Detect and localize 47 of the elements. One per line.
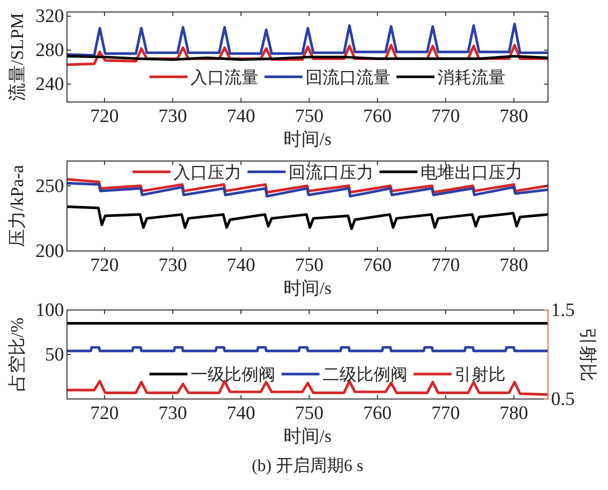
legend-label: 一级比例阀 [190,365,276,384]
x-tick-label: 770 [431,403,460,424]
x-tick-label: 750 [294,403,324,424]
x-tick-label: 730 [158,106,187,127]
y-axis-title: 流量/SLPM [7,12,27,102]
x-tick-label: 770 [431,255,460,276]
legend-label: 回流口流量 [306,68,390,87]
y-tick-label: 250 [36,176,64,197]
x-tick-label: 720 [90,106,119,127]
series-label: 入口压力 [174,162,242,182]
legend-label: 电堆出口压力 [420,162,522,182]
y-axis-title: 压力/kPa-a [7,164,27,247]
x-tick-label: 740 [226,403,256,424]
y-tick-label: 320 [36,6,64,28]
y-tick-label: 240 [36,74,64,96]
y-axis-title: 占空比/% [7,318,27,392]
x-tick-label: 730 [158,403,187,424]
y2-axis-title: 引射比 [578,328,598,382]
x-tick-label: 780 [500,106,528,127]
x-tick-label: 780 [500,255,528,276]
x-axis-title: 时间/s [283,129,332,149]
x-tick-label: 730 [158,255,187,276]
x-tick-label: 760 [363,255,392,276]
legend-label: 回流口压力 [288,162,374,182]
x-tick-label: 740 [226,255,256,276]
y2-tick-label: 1.5 [551,300,575,321]
x-tick-label: 750 [294,255,324,276]
x-axis-title: 时间/s [283,426,332,446]
x-tick-label: 720 [90,255,119,276]
x-tick-label: 750 [294,106,324,127]
text: (b) 开启周期6 s [252,456,364,475]
x-tick-label: 720 [90,403,119,424]
x-tick-label: 740 [226,106,256,127]
x-tick-label: 770 [431,106,460,127]
y-tick-label: 200 [36,241,64,262]
x-tick-label: 760 [363,403,392,424]
y2-tick-label: 0.5 [551,389,575,410]
legend-label: 二级比例阀 [322,365,408,384]
x-tick-label: 780 [500,403,528,424]
legend-label: 引射比 [454,365,506,384]
y-tick-label: 100 [36,300,64,321]
y-tick-label: 280 [36,40,64,62]
legend-label: 入口流量 [190,68,258,87]
y-tick-label: 50 [45,344,64,366]
x-tick-label: 760 [363,106,392,127]
legend-label: 消耗流量 [438,68,506,87]
x-axis-title: 时间/s [283,278,332,298]
